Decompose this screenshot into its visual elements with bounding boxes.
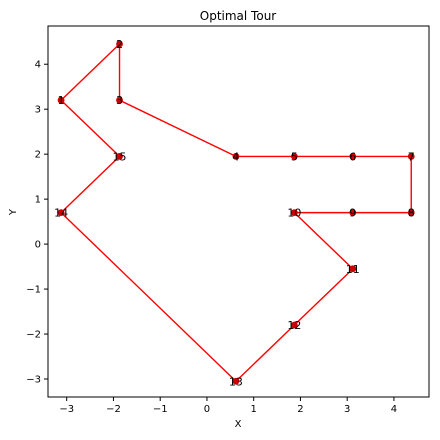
- city-label-10: 10: [287, 207, 301, 220]
- tour-path: [60, 43, 412, 382]
- city-label-4: 4: [232, 150, 239, 163]
- plot-frame: [47, 25, 430, 398]
- city-marker-7: [407, 153, 415, 160]
- city-marker-9: [349, 209, 357, 217]
- tour-segment-1-2: [60, 43, 121, 101]
- tour-segment-12-13: [235, 324, 295, 382]
- city-label-7: 7: [408, 150, 415, 163]
- x-tick-label: 2: [297, 404, 303, 415]
- city-marker-1: [57, 96, 65, 104]
- city-label-6: 6: [349, 150, 356, 163]
- tour-segment-13-14: [60, 212, 237, 382]
- city-marker-10: [290, 209, 298, 217]
- y-tick-label: −3: [26, 375, 41, 386]
- city-label-9: 9: [349, 207, 356, 220]
- tour-segment-14-15: [60, 155, 121, 214]
- city-marker-8: [407, 209, 415, 217]
- city-label-3: 3: [116, 94, 123, 107]
- city-marker-3: [116, 96, 123, 104]
- x-axis-label: X: [235, 419, 242, 430]
- city-label-12: 12: [287, 319, 301, 332]
- city-marker-14: [57, 209, 65, 217]
- y-axis-label: Y: [8, 208, 19, 216]
- x-tick-label: 0: [204, 404, 210, 415]
- y-axis-ticks: −3 −2 −1 0 1 2 3 4: [26, 60, 48, 386]
- y-tick-label: 2: [35, 150, 41, 161]
- y-tick-label: 4: [35, 60, 41, 71]
- city-marker-15: [116, 153, 123, 160]
- city-marker-11: [349, 265, 357, 273]
- city-marker-5: [290, 153, 298, 160]
- city-label-15: 15: [113, 150, 127, 163]
- x-tick-label: 4: [391, 404, 397, 415]
- tour-segment-11-12: [293, 268, 354, 326]
- city-label-8: 8: [408, 207, 415, 220]
- x-tick-label: −1: [153, 404, 168, 415]
- x-tick-label: −2: [106, 404, 121, 415]
- tour-segment-15-1: [60, 99, 121, 157]
- y-tick-label: −1: [26, 285, 41, 296]
- city-label-14: 14: [54, 207, 68, 220]
- y-tick-label: 1: [35, 195, 41, 206]
- city-label-13: 13: [229, 375, 243, 388]
- y-tick-label: 0: [35, 240, 41, 251]
- city-marker-13: [232, 377, 240, 385]
- tour-segment-3-4: [119, 99, 237, 158]
- y-tick-label: 3: [35, 105, 41, 116]
- city-marker-2: [116, 40, 123, 48]
- x-tick-label: 3: [344, 404, 350, 415]
- x-axis-ticks: −3 −2 −1 0 1 2 3 4: [59, 397, 397, 415]
- x-tick-label: −3: [59, 404, 74, 415]
- chart-title: Optimal Tour: [200, 9, 277, 23]
- city-marker-4: [232, 153, 240, 160]
- x-tick-label: 1: [251, 404, 257, 415]
- city-label-1: 1: [58, 94, 65, 107]
- city-label-2: 2: [116, 38, 123, 51]
- tour-markers: [57, 40, 415, 385]
- city-marker-12: [290, 321, 298, 329]
- y-tick-label: −2: [26, 330, 41, 341]
- city-label-5: 5: [291, 150, 298, 163]
- city-marker-6: [349, 153, 357, 160]
- tour-segment-10-11: [293, 212, 354, 270]
- city-label-11: 11: [346, 263, 360, 276]
